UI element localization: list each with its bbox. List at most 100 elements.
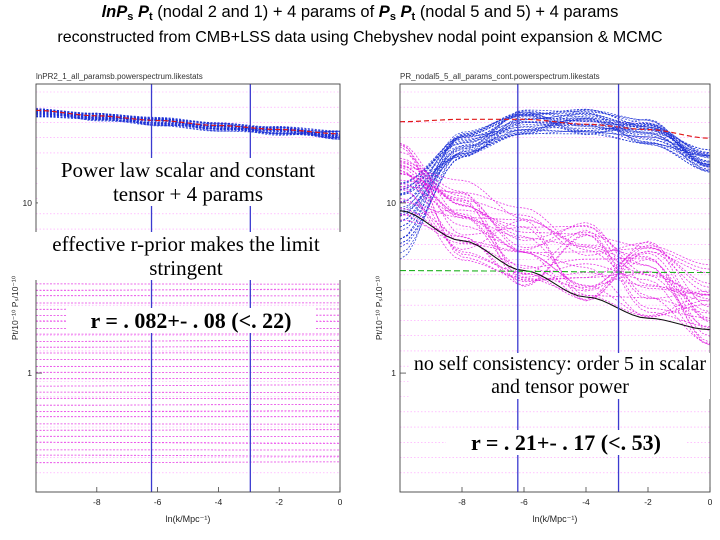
- chart-series-line: [36, 110, 340, 139]
- chart-series-line: [400, 144, 710, 296]
- chart-x-tick-label: -4: [582, 497, 590, 507]
- chart-series-line: [36, 288, 340, 291]
- chart-y-tick-label: 10: [387, 198, 397, 208]
- chart-series-line: [400, 109, 710, 254]
- chart-x-tick-label: 0: [338, 497, 343, 507]
- chart-series-line: [36, 441, 340, 444]
- chart-series-line: [400, 121, 710, 248]
- chart-series-line: [400, 120, 710, 217]
- chart-x-tick-label: -2: [275, 497, 283, 507]
- chart-title: lnPR2_1_all_paramsb.powerspectrum.likest…: [36, 72, 203, 81]
- title-ps-sub: s: [127, 11, 134, 23]
- chart-series-line: [400, 142, 710, 280]
- chart-y-tick-label: 1: [27, 368, 32, 378]
- chart-x-axis-label: ln(k/Mpc⁻¹): [166, 514, 211, 524]
- chart-series-line: [400, 210, 710, 331]
- title-ps: P: [116, 3, 128, 21]
- title-pt-sub: t: [149, 11, 153, 23]
- chart-x-tick-label: -2: [644, 497, 652, 507]
- chart-series-line: [36, 410, 340, 412]
- chart-series-line: [400, 157, 710, 345]
- title-pt: P: [137, 3, 149, 21]
- chart-x-tick-label: 0: [708, 497, 713, 507]
- chart-series-line: [400, 201, 710, 346]
- chart-series-line: [400, 126, 710, 204]
- caption-right-model: no self consistency: order 5 in scalar a…: [410, 353, 710, 399]
- chart-series-line: [400, 186, 710, 296]
- chart-series-line: [36, 109, 340, 135]
- title-ln: ln: [101, 3, 117, 21]
- chart-x-tick-label: -4: [215, 497, 223, 507]
- chart-series-line: [36, 384, 340, 387]
- caption-left-result: r = . 082+- . 08 (<. 22): [66, 308, 316, 334]
- chart-series-line: [400, 151, 710, 300]
- chart-series-line: [400, 118, 710, 185]
- chart-series-line: [400, 162, 710, 337]
- chart-series-line: [400, 109, 710, 203]
- chart-series-line: [36, 397, 340, 400]
- chart-x-axis-label: ln(k/Mpc⁻¹): [533, 514, 578, 524]
- chart-series-line: [400, 129, 710, 215]
- title-ps-2-sub: s: [389, 11, 396, 23]
- title-pt-2-sub: t: [411, 11, 416, 23]
- chart-series-line: [400, 161, 710, 291]
- chart-plot-area-left: [36, 91, 340, 474]
- chart-series-line: [36, 404, 340, 406]
- title-line-2: reconstructed from CMB+LSS data using Ch…: [57, 29, 663, 46]
- caption-right-result: r = . 21+- . 17 (<. 53): [446, 430, 686, 456]
- chart-series-line: [400, 270, 710, 274]
- chart-y-axis-label: Pt/10⁻¹⁰ Pₛ/10⁻¹⁰: [374, 275, 384, 340]
- chart-series-line: [36, 116, 340, 138]
- chart-series-line: [400, 167, 710, 302]
- chart-series-line: [400, 121, 710, 217]
- chart-series-line: [36, 339, 340, 342]
- chart-series-line: [400, 112, 710, 195]
- chart-series-line: [400, 119, 710, 191]
- chart-series-line: [400, 182, 710, 270]
- title-nodal-right: (nodal 5 and 5) + 4 params: [419, 3, 619, 21]
- chart-series-line: [400, 169, 710, 322]
- chart-frame: [35, 83, 341, 493]
- chart-series-line: [400, 209, 710, 314]
- chart-y-tick-label: 10: [23, 198, 33, 208]
- chart-series-line: [400, 188, 710, 302]
- title-pt-2: P: [400, 3, 412, 21]
- chart-series-line: [36, 391, 340, 393]
- chart-series-line: [400, 109, 710, 211]
- chart-series-line: [36, 346, 340, 348]
- chart-series-line: [400, 160, 710, 313]
- chart-panel-right: PR_nodal5_5_all_params_cont.powerspectru…: [374, 72, 713, 524]
- chart-panel-left: lnPR2_1_all_paramsb.powerspectrum.likest…: [10, 72, 343, 524]
- chart-series-line: [36, 115, 340, 139]
- chart-series-line: [400, 124, 710, 190]
- title-ps-2: P: [378, 3, 390, 21]
- chart-title: PR_nodal5_5_all_params_cont.powerspectru…: [400, 72, 600, 81]
- chart-series-line: [400, 115, 710, 196]
- chart-series-line: [400, 172, 710, 302]
- chart-series-line: [400, 179, 710, 317]
- chart-series-line: [400, 118, 710, 212]
- chart-series-line: [36, 461, 340, 464]
- chart-series-line: [36, 114, 340, 134]
- chart-series-line: [36, 112, 340, 133]
- chart-series-line: [400, 111, 710, 240]
- chart-y-axis-label: Pt/10⁻¹⁰ Pₛ/10⁻¹⁰: [10, 275, 20, 340]
- chart-series-line: [400, 173, 710, 288]
- caption-left-prior: effective r-prior makes the limit string…: [30, 232, 342, 281]
- chart-x-tick-label: -6: [520, 497, 528, 507]
- chart-series-line: [400, 125, 710, 209]
- chart-series-line: [36, 454, 340, 457]
- chart-series-line: [400, 112, 710, 228]
- chart-x-tick-label: -8: [93, 497, 101, 507]
- chart-y-tick-label: 1: [391, 368, 396, 378]
- chart-series-line: [400, 198, 710, 295]
- chart-series-line: [36, 429, 340, 431]
- title-nodal-left: (nodal 2 and 1) + 4 params of: [157, 3, 375, 21]
- chart-x-tick-label: -6: [154, 497, 162, 507]
- chart-series-line: [400, 185, 710, 317]
- caption-left-model: Power law scalar and constant tensor + 4…: [38, 158, 338, 207]
- chart-series-line: [400, 118, 710, 139]
- title-line-1: lnPs Pt (nodal 2 and 1) + 4 params of Ps…: [0, 3, 720, 23]
- chart-series-line: [400, 170, 710, 320]
- chart-plot-area-right: [400, 91, 710, 474]
